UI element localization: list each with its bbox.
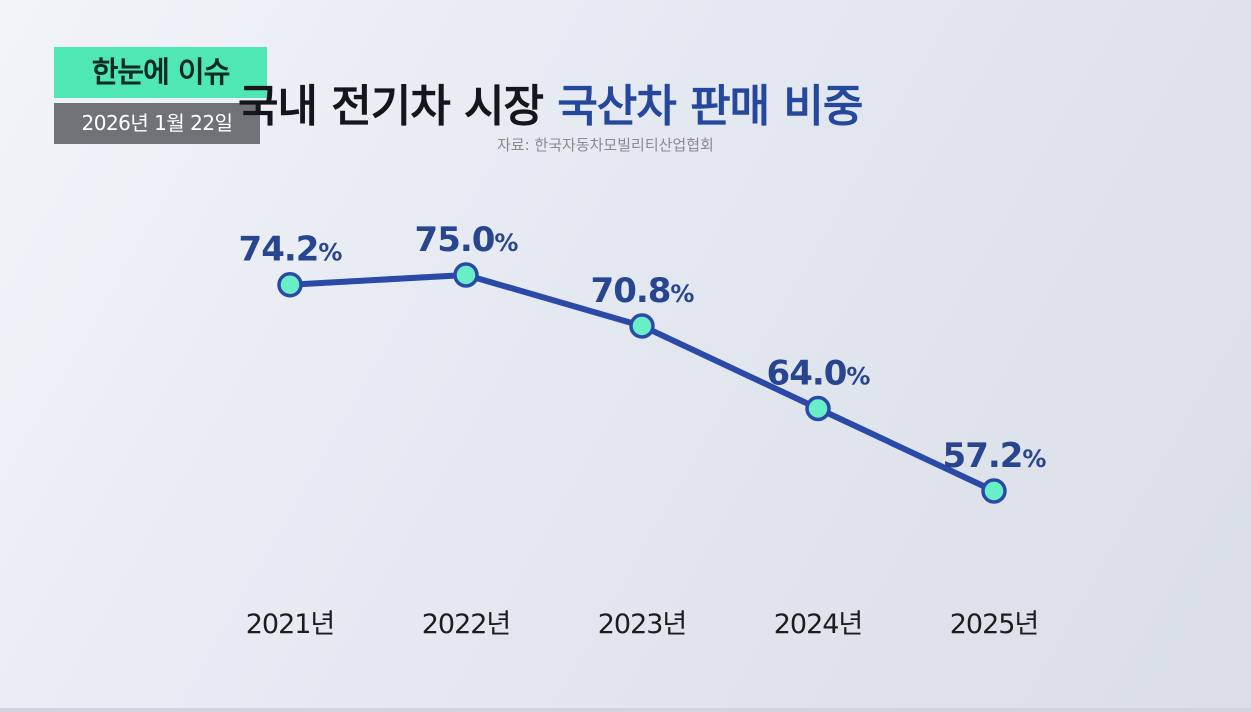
x-tick-label-2025년: 2025년 xyxy=(950,609,1039,640)
value-percent: % xyxy=(846,362,870,390)
data-point-2025년 xyxy=(981,478,1007,504)
x-tick-label-2024년: 2024년 xyxy=(774,609,863,640)
value-percent: % xyxy=(670,280,694,308)
value-label-layer: 74.2% 75.0%70.8%64.0%57.2% xyxy=(239,220,1048,476)
value-label-2024년: 64.0% xyxy=(767,353,871,393)
value-label-2021년: 74.2% xyxy=(239,230,343,270)
x-tick-label-2021년: 2021년 xyxy=(246,609,335,640)
value-percent: % xyxy=(318,239,342,267)
value-label-2022년: 75.0% xyxy=(415,220,519,260)
value-label-2025년: 57.2% xyxy=(943,436,1047,476)
date-badge: 2026년 1월 22일 xyxy=(54,103,260,144)
data-point-2021년 xyxy=(277,271,303,298)
source-note: 자료: 한국자동차모빌리티산업협회 xyxy=(497,136,714,154)
data-point-2024년 xyxy=(805,395,831,422)
chart-title: 국내 전기차 시장 국산차 판매 비중 xyxy=(238,70,863,134)
data-point-2022년 xyxy=(453,262,479,288)
value-number: 75.0 xyxy=(415,220,495,260)
title-part-1: 국내 전기차 시장 xyxy=(238,81,558,132)
value-number: 57.2 xyxy=(943,436,1023,476)
title-part-2-highlight: 국산차 판매 비중 xyxy=(557,81,863,132)
x-axis-labels: 2021년 2022년 2023년 2024년 2025년 xyxy=(246,609,1040,640)
value-percent: % xyxy=(1022,445,1046,473)
bottom-strip xyxy=(0,708,1251,712)
value-number: 70.8 xyxy=(591,271,671,311)
value-number: 74.2 xyxy=(239,230,319,270)
x-tick-label-2023년: 2023년 xyxy=(598,609,687,640)
value-percent: % xyxy=(494,229,518,257)
value-label-2023년: 70.8% xyxy=(591,271,695,311)
x-tick-label-2022년: 2022년 xyxy=(422,609,511,640)
value-number: 64.0 xyxy=(767,353,847,393)
program-badge: 한눈에 이슈 xyxy=(54,47,267,98)
data-point-2023년 xyxy=(629,313,655,339)
marker-layer xyxy=(277,262,1007,504)
